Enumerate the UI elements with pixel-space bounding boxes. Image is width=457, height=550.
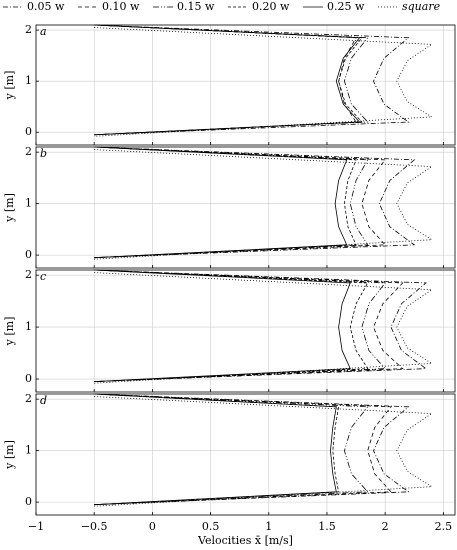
legend-label: square	[402, 0, 441, 13]
series-line	[94, 393, 392, 506]
legend-label: 0.10 w	[102, 0, 140, 13]
series-line	[94, 146, 357, 259]
legend-label: 0.20 w	[252, 0, 290, 13]
x-tick-label: −1	[28, 520, 44, 533]
series-line	[94, 393, 340, 506]
series-line	[94, 272, 433, 384]
series-line	[94, 149, 433, 260]
y-tick-label: 1	[25, 320, 32, 333]
y-tick-label: 0	[25, 495, 32, 508]
series-line	[94, 269, 428, 383]
y-tick-label: 1	[25, 197, 32, 210]
series-line	[94, 24, 369, 136]
y-tick-label: 0	[25, 125, 32, 138]
series-line	[94, 146, 369, 259]
series-line	[94, 146, 387, 259]
x-tick-label: 2.5	[435, 520, 453, 533]
series-line	[94, 24, 357, 136]
series-line	[94, 27, 433, 137]
y-axis-label: y [m]	[3, 71, 16, 101]
series-line	[94, 269, 351, 383]
series-line	[94, 24, 410, 136]
series-line	[94, 24, 363, 136]
y-tick-label: 0	[25, 248, 32, 261]
y-tick-label: 2	[25, 145, 32, 158]
series-line	[94, 396, 433, 507]
panel-label: c	[40, 270, 46, 283]
x-tick-label: 2	[382, 520, 389, 533]
y-axis-label: y [m]	[3, 193, 16, 223]
x-tick-label: 1.5	[318, 520, 336, 533]
legend-label: 0.15 w	[177, 0, 215, 13]
y-tick-label: 1	[25, 74, 32, 87]
x-tick-label: 0.5	[202, 520, 220, 533]
x-tick-label: −0.5	[81, 520, 108, 533]
panel-label: a	[40, 25, 47, 38]
plot-frame	[35, 24, 456, 146]
y-axis-label: y [m]	[3, 317, 16, 347]
series-line	[94, 146, 348, 259]
y-tick-label: 0	[25, 372, 32, 385]
x-tick-label: 0	[149, 520, 156, 533]
panel-label: d	[40, 394, 47, 407]
series-line	[94, 393, 369, 506]
series-line	[94, 269, 387, 383]
plot-frame	[35, 146, 456, 269]
series-line	[94, 269, 404, 383]
y-tick-label: 2	[25, 268, 32, 281]
legend-label: 0.05 w	[27, 0, 65, 13]
series-line	[94, 24, 361, 136]
series-line	[94, 146, 416, 259]
series-line	[94, 269, 369, 383]
plot-frame	[35, 269, 456, 393]
panel-label: b	[40, 147, 47, 160]
x-axis-label: Velocities x̄ [m/s]	[197, 534, 293, 547]
series-line	[94, 393, 410, 506]
series-line	[94, 393, 337, 506]
y-axis-label: y [m]	[3, 440, 16, 470]
legend-label: 0.25 w	[327, 0, 365, 13]
x-tick-label: 1	[265, 520, 272, 533]
plot-frame	[35, 393, 456, 516]
y-tick-label: 1	[25, 444, 32, 457]
y-tick-label: 2	[25, 392, 32, 405]
y-tick-label: 2	[25, 23, 32, 36]
